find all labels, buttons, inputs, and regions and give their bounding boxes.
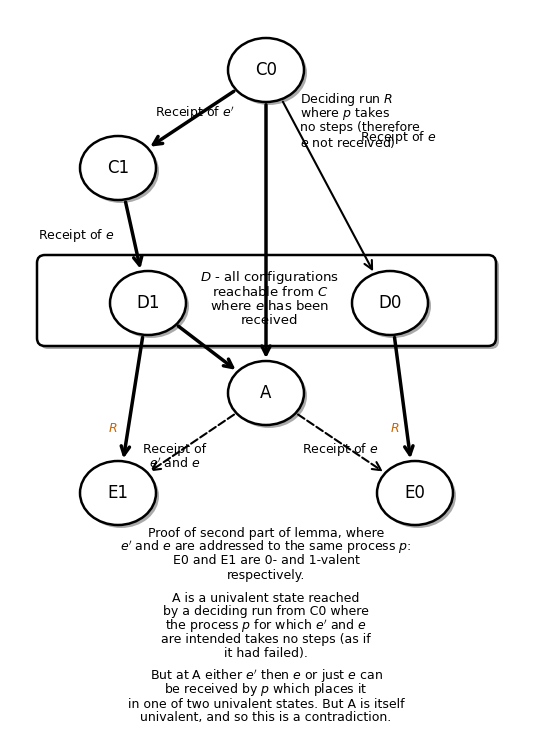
Text: E0 and E1 are 0- and 1-valent: E0 and E1 are 0- and 1-valent: [173, 554, 359, 568]
Text: Receipt of $e'$: Receipt of $e'$: [155, 104, 235, 122]
Text: Receipt of $e$: Receipt of $e$: [360, 129, 437, 147]
Ellipse shape: [377, 461, 453, 525]
Text: $e$ not received): $e$ not received): [300, 134, 396, 150]
Text: reachable from $C$: reachable from $C$: [212, 285, 328, 299]
Ellipse shape: [83, 464, 159, 528]
Ellipse shape: [352, 271, 428, 335]
Text: $e'$ and $e$: $e'$ and $e$: [149, 457, 201, 472]
Text: where $p$ takes: where $p$ takes: [300, 106, 390, 123]
Ellipse shape: [355, 274, 431, 338]
FancyBboxPatch shape: [37, 255, 496, 346]
Text: $R$: $R$: [390, 421, 400, 435]
Text: in one of two univalent states. But A is itself: in one of two univalent states. But A is…: [128, 697, 405, 711]
Text: received: received: [241, 314, 299, 326]
Text: C0: C0: [255, 61, 277, 79]
Text: Receipt of $e$: Receipt of $e$: [302, 441, 378, 458]
Ellipse shape: [231, 41, 307, 105]
Text: the process $p$ for which $e'$ and $e$: the process $p$ for which $e'$ and $e$: [165, 617, 367, 635]
Text: it had failed).: it had failed).: [224, 647, 308, 661]
Ellipse shape: [80, 461, 156, 525]
Text: $\mathit{D}$ - all configurations: $\mathit{D}$ - all configurations: [200, 269, 340, 286]
Ellipse shape: [110, 271, 186, 335]
Text: E1: E1: [108, 484, 128, 502]
Text: D0: D0: [378, 294, 402, 312]
Text: $R$: $R$: [108, 421, 118, 435]
Text: Receipt of $e$: Receipt of $e$: [38, 227, 115, 244]
Text: no steps (therefore: no steps (therefore: [300, 122, 420, 134]
Ellipse shape: [113, 274, 189, 338]
Ellipse shape: [231, 364, 307, 428]
Text: respectively.: respectively.: [227, 568, 305, 582]
Text: A: A: [260, 384, 272, 402]
Text: E0: E0: [405, 484, 425, 502]
Ellipse shape: [228, 38, 304, 102]
Text: A is a univalent state reached: A is a univalent state reached: [172, 591, 360, 604]
Text: But at A either $e'$ then $e$ or just $e$ can: But at A either $e'$ then $e$ or just $e…: [150, 667, 383, 685]
Text: C1: C1: [107, 159, 129, 177]
Text: Deciding run $R$: Deciding run $R$: [300, 92, 393, 108]
Text: univalent, and so this is a contradiction.: univalent, and so this is a contradictio…: [140, 711, 392, 725]
Text: $e'$ and $e$ are addressed to the same process $p$:: $e'$ and $e$ are addressed to the same p…: [120, 538, 412, 556]
Text: are intended takes no steps (as if: are intended takes no steps (as if: [161, 633, 371, 646]
FancyBboxPatch shape: [40, 258, 499, 349]
Ellipse shape: [80, 136, 156, 200]
Text: Proof of second part of lemma, where: Proof of second part of lemma, where: [148, 526, 384, 539]
Text: by a deciding run from C0 where: by a deciding run from C0 where: [163, 605, 369, 618]
Text: Receipt of: Receipt of: [143, 444, 207, 457]
Text: where $e$ has been: where $e$ has been: [211, 299, 329, 313]
Ellipse shape: [83, 139, 159, 203]
Ellipse shape: [380, 464, 456, 528]
Ellipse shape: [228, 361, 304, 425]
Text: D1: D1: [136, 294, 160, 312]
Text: be received by $p$ which places it: be received by $p$ which places it: [164, 681, 368, 698]
